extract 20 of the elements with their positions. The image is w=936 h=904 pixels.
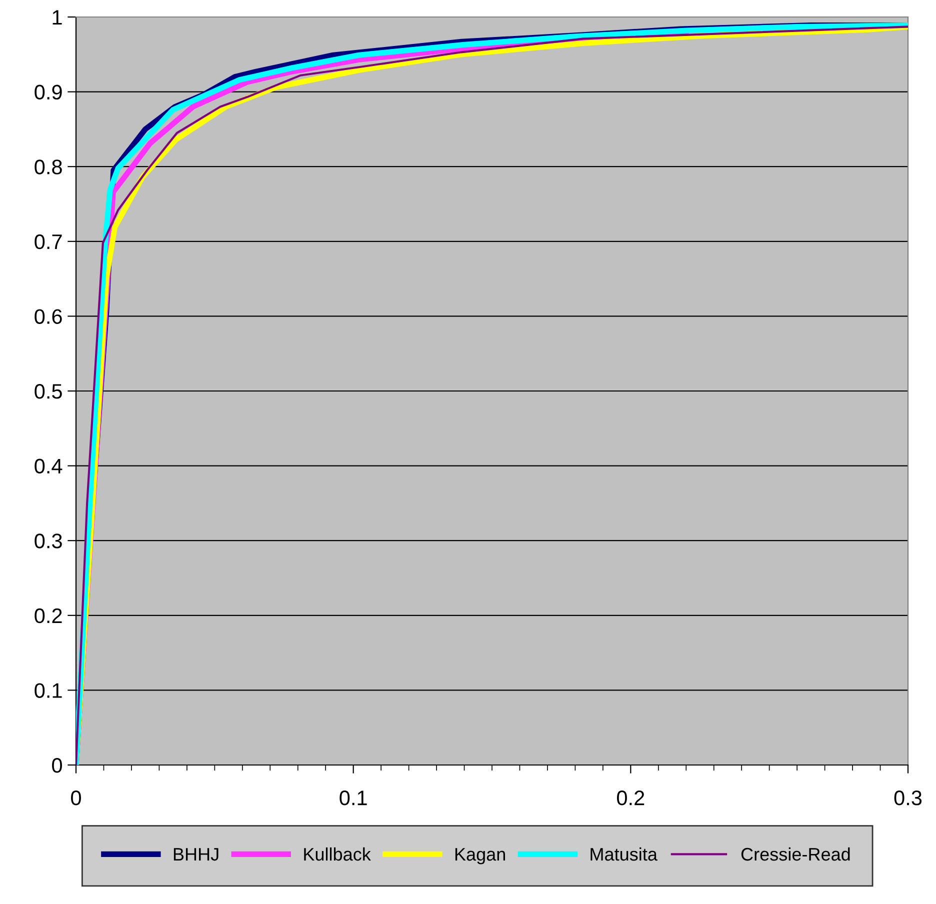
legend-label: Matusita bbox=[590, 847, 658, 861]
legend-label: Cressie-Read bbox=[741, 847, 850, 861]
y-tick-label: 0.8 bbox=[34, 160, 62, 174]
x-tick-label: 0.3 bbox=[894, 790, 922, 806]
y-tick-label: 0 bbox=[52, 758, 62, 773]
x-tick-label: 0.2 bbox=[617, 790, 644, 806]
y-tick-label: 0.2 bbox=[34, 608, 62, 624]
y-tick-label: 0.1 bbox=[34, 683, 62, 698]
y-tick-label: 0.3 bbox=[34, 534, 62, 548]
y-tick-label: 0.5 bbox=[34, 384, 62, 399]
legend-label: Kagan bbox=[455, 848, 505, 864]
y-tick-label: 1 bbox=[52, 10, 62, 25]
y-tick-label: 0.9 bbox=[34, 84, 62, 100]
legend-label: BHHJ bbox=[174, 848, 218, 861]
x-tick-label: 0.1 bbox=[340, 790, 367, 806]
y-tick-label: 0.7 bbox=[34, 234, 62, 250]
legend-label: Kullback bbox=[304, 847, 371, 861]
x-tick-label: 0 bbox=[71, 790, 81, 806]
y-tick-label: 0.6 bbox=[34, 309, 62, 324]
y-tick-label: 0.4 bbox=[34, 458, 62, 474]
